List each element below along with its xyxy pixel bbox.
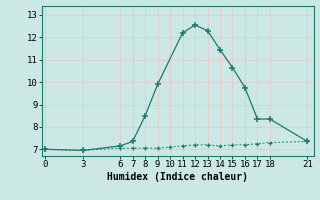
X-axis label: Humidex (Indice chaleur): Humidex (Indice chaleur) — [107, 172, 248, 182]
